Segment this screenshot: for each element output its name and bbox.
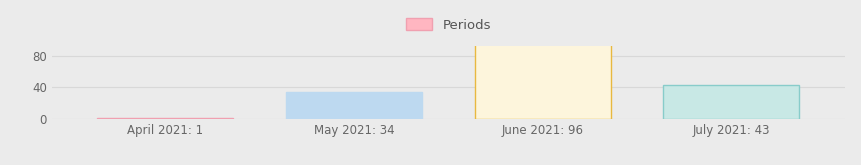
- Bar: [474, 43, 610, 119]
- Bar: [286, 92, 421, 119]
- Bar: [663, 85, 798, 119]
- Legend: Periods: Periods: [400, 13, 496, 37]
- Bar: [97, 118, 232, 119]
